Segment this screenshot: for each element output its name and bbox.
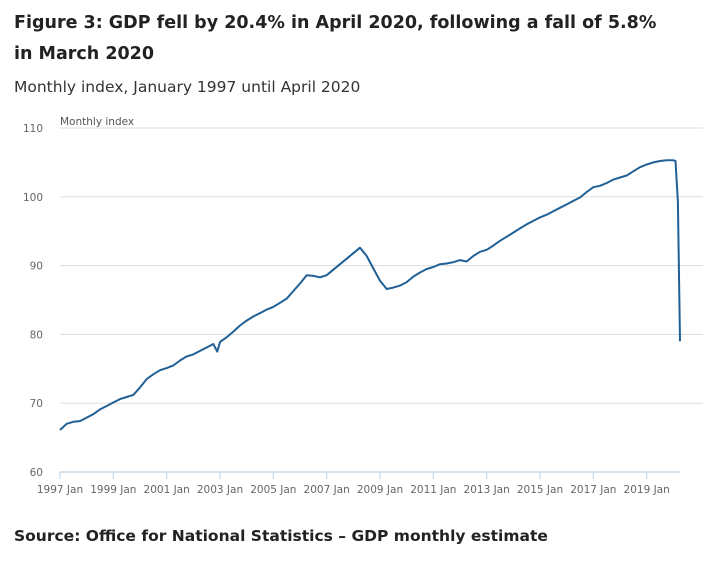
- y-tick-label: 80: [30, 329, 43, 341]
- figure-subtitle: Monthly index, January 1997 until April …: [14, 78, 361, 96]
- gdp-line-chart: 60 70 80 90 100 110 1997 Jan 1999 Jan 2001 Jan 2…: [23, 116, 703, 496]
- y-tick-label: 60: [30, 467, 43, 479]
- x-tick-label: 2017 Jan: [570, 484, 616, 496]
- x-tick-label: 2001 Jan: [144, 484, 190, 496]
- x-tick-label: 2013 Jan: [464, 484, 510, 496]
- y-tick-label: 110: [23, 123, 43, 135]
- series: [59, 159, 681, 431]
- figure-title: Figure 3: GDP fell by 20.4% in April 202…: [14, 13, 657, 64]
- x-tick-label: 2003 Jan: [197, 484, 243, 496]
- x-tick-label: 2005 Jan: [250, 484, 296, 496]
- x-tick-label: 2015 Jan: [517, 484, 563, 496]
- source-note: Source: Office for National Statistics –…: [14, 527, 548, 545]
- y-axis: 60 70 80 90 100 110: [23, 123, 43, 479]
- x-tick-label: 2007 Jan: [304, 484, 350, 496]
- y-axis-label: Monthly index: [60, 116, 134, 128]
- x-tick-label: 2011 Jan: [410, 484, 456, 496]
- y-tick-label: 100: [23, 192, 43, 204]
- y-tick-label: 90: [30, 261, 43, 273]
- y-tick-label: 70: [30, 398, 43, 410]
- x-tick-label: 1997 Jan: [37, 484, 83, 496]
- x-tick-label: 2009 Jan: [357, 484, 403, 496]
- x-axis: 1997 Jan 1999 Jan 2001 Jan 2003 Jan 2005 Jan…: [37, 471, 680, 496]
- gridlines: [60, 127, 703, 404]
- series-line: [59, 159, 681, 431]
- x-tick-label: 1999 Jan: [90, 484, 136, 496]
- x-tick-label: 2019 Jan: [624, 484, 670, 496]
